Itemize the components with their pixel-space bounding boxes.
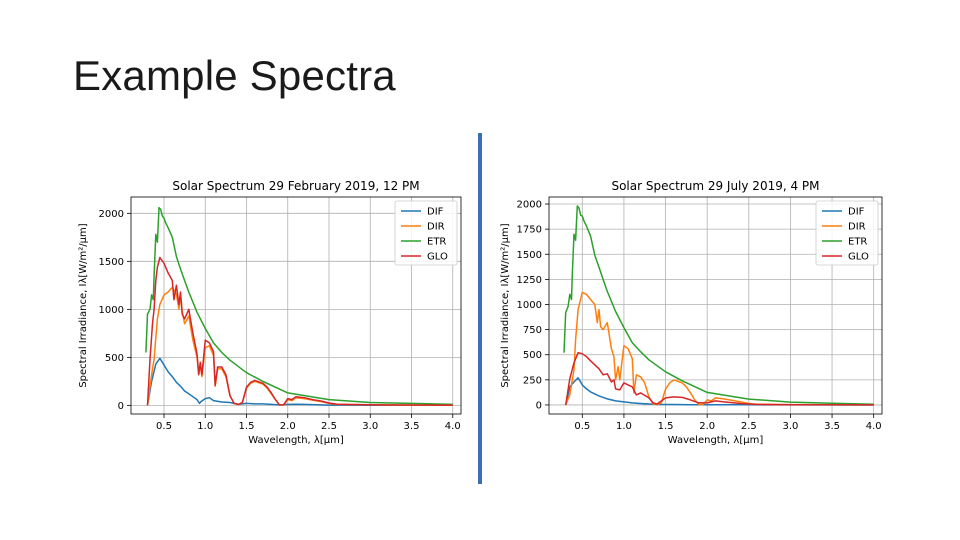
legend-label-glo: GLO (848, 252, 869, 263)
y-tick: 250 (523, 375, 549, 386)
legend-label-dif: DIF (848, 207, 865, 218)
y-tick: 1500 (99, 257, 131, 268)
x-tick-label: 4.0 (445, 421, 461, 432)
chart-july-spectrum: 0.5 1.0 1.5 2.0 2.5 3.0 3.5 4.0 0 250 500 750 1000 12… (500, 179, 883, 446)
x-tick: 0.5 (156, 414, 172, 432)
x-tick: 2.0 (699, 414, 715, 432)
x-tick-label: 1.5 (239, 421, 255, 432)
y-tick-label: 2000 (99, 209, 124, 220)
x-tick-label: 1.0 (616, 421, 632, 432)
y-tick-label: 0 (536, 400, 542, 411)
y-tick: 2000 (99, 209, 131, 220)
y-tick-label: 750 (523, 325, 542, 336)
x-tick: 2.5 (321, 414, 337, 432)
series-line-dir (565, 291, 874, 406)
x-axis-label: Wavelength, λ[μm] (668, 435, 764, 446)
legend-box (815, 200, 879, 266)
y-tick: 1000 (517, 300, 549, 311)
y-tick: 750 (523, 325, 549, 336)
legend-label-dif: DIF (427, 207, 444, 218)
x-tick-label: 2.0 (699, 421, 715, 432)
series-line-dif (146, 357, 453, 407)
x-tick: 0.5 (574, 414, 590, 432)
plot-frame (130, 196, 462, 415)
x-tick: 1.5 (658, 414, 674, 432)
chart-title: Solar Spectrum 29 July 2019, 4 PM (611, 179, 819, 193)
y-tick: 0 (536, 400, 549, 411)
x-tick-label: 4.0 (866, 421, 882, 432)
y-tick: 500 (523, 350, 549, 361)
y-tick: 1750 (517, 225, 549, 236)
x-tick: 3.0 (782, 414, 798, 432)
legend-label-etr: ETR (848, 237, 867, 248)
legend-box (394, 200, 458, 266)
plot-frame (548, 196, 883, 415)
series-line-glo (146, 256, 453, 406)
legend-label-dir: DIR (848, 222, 866, 233)
legend: DIF DIR ETR GLO (815, 200, 879, 266)
x-tick: 3.5 (404, 414, 420, 432)
y-tick-label: 0 (118, 401, 124, 412)
x-tick-label: 1.5 (658, 421, 674, 432)
y-tick-label: 500 (523, 350, 542, 361)
x-tick-label: 2.5 (321, 421, 337, 432)
x-tick-label: 3.0 (782, 421, 798, 432)
series-group (563, 205, 874, 406)
x-tick-label: 3.5 (824, 421, 840, 432)
series-line-etr (145, 206, 453, 406)
x-tick: 3.0 (362, 414, 378, 432)
x-tick-label: 3.0 (362, 421, 378, 432)
y-tick: 500 (105, 353, 131, 364)
chart-title: Solar Spectrum 29 February 2019, 12 PM (172, 179, 419, 193)
x-tick-label: 1.0 (197, 421, 213, 432)
y-tick-label: 2000 (517, 200, 542, 211)
y-tick-label: 250 (523, 375, 542, 386)
series-line-glo (564, 351, 874, 406)
x-tick: 2.5 (741, 414, 757, 432)
y-tick: 1250 (517, 275, 549, 286)
y-tick-label: 1000 (517, 300, 542, 311)
y-tick-label: 1000 (99, 305, 124, 316)
legend-label-etr: ETR (427, 237, 446, 248)
series-line-dif (564, 377, 874, 406)
legend-label-dir: DIR (427, 222, 445, 233)
y-tick-label: 500 (105, 353, 124, 364)
x-tick: 1.0 (616, 414, 632, 432)
legend-label-glo: GLO (427, 252, 448, 263)
x-axis-label: Wavelength, λ[μm] (248, 435, 344, 446)
x-tick-label: 2.0 (280, 421, 296, 432)
x-tick-label: 2.5 (741, 421, 757, 432)
x-tick: 2.0 (280, 414, 296, 432)
legend: DIF DIR ETR GLO (394, 200, 458, 266)
y-tick: 2000 (517, 200, 549, 211)
x-tick: 1.0 (197, 414, 213, 432)
y-tick: 1000 (99, 305, 131, 316)
x-tick-label: 3.5 (404, 421, 420, 432)
y-tick: 1500 (517, 250, 549, 261)
y-tick-label: 1500 (517, 250, 542, 261)
y-tick-label: 1250 (517, 275, 542, 286)
slide-title: Example Spectra (73, 52, 396, 99)
x-tick: 3.5 (824, 414, 840, 432)
y-tick-label: 1750 (517, 225, 542, 236)
series-line-etr (563, 205, 874, 405)
x-tick-label: 0.5 (574, 421, 590, 432)
x-tick-label: 0.5 (156, 421, 172, 432)
vertical-divider (478, 133, 482, 484)
y-axis-label: Spectral Irradiance, Iλ[W/m²/μm] (500, 223, 511, 387)
chart-february-spectrum: 0.5 1.0 1.5 2.0 2.5 3.0 3.5 4.0 0 500 1000 1500 2000… (78, 179, 462, 446)
x-tick: 1.5 (239, 414, 255, 432)
series-group (145, 206, 453, 407)
x-tick: 4.0 (445, 414, 461, 432)
y-tick: 0 (118, 401, 131, 412)
y-tick-label: 1500 (99, 257, 124, 268)
x-tick: 4.0 (866, 414, 882, 432)
y-axis-label: Spectral Irradiance, Iλ[W/m²/μm] (78, 223, 89, 387)
